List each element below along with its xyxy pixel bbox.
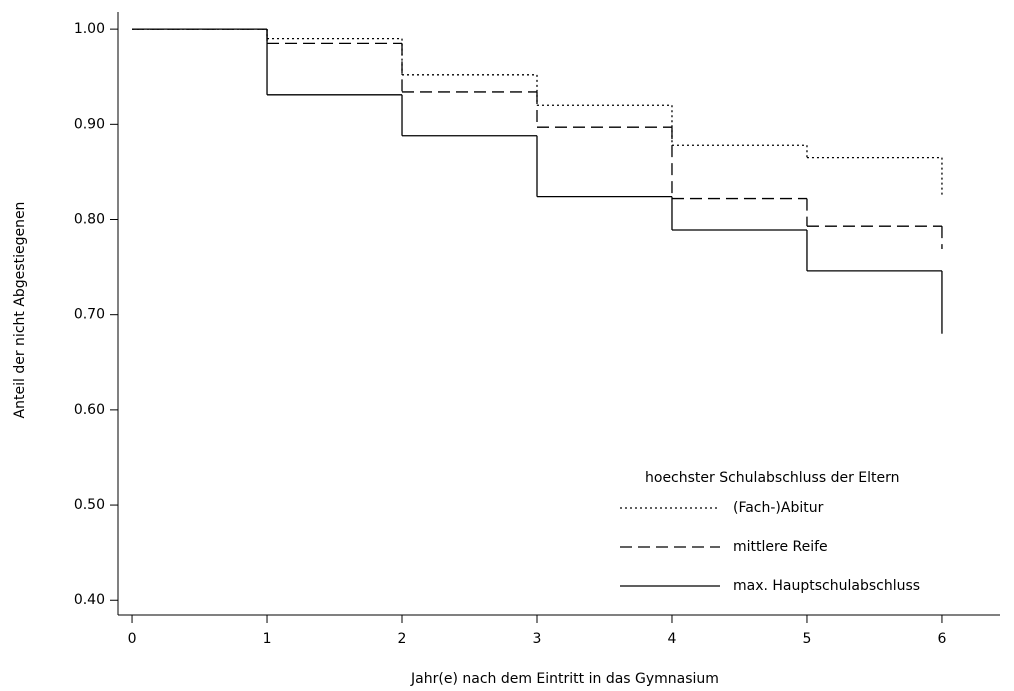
y-tick-label: 0.90	[74, 116, 105, 132]
x-tick-label: 6	[937, 631, 946, 647]
x-tick-label: 4	[668, 631, 677, 647]
legend-label: (Fach-)Abitur	[733, 500, 824, 516]
y-tick-label: 1.00	[74, 21, 105, 37]
y-tick-label: 0.80	[74, 212, 105, 228]
x-tick-label: 3	[533, 631, 542, 647]
y-axis-title: Anteil der nicht Abgestiegenen	[12, 202, 28, 419]
y-tick-label: 0.60	[74, 402, 105, 418]
legend-title: hoechster Schulabschluss der Eltern	[645, 470, 900, 486]
legend-label: max. Hauptschulabschluss	[733, 578, 920, 594]
x-tick-label: 1	[263, 631, 272, 647]
x-tick-label: 5	[803, 631, 812, 647]
x-tick-label: 2	[398, 631, 407, 647]
y-tick-label: 0.40	[74, 592, 105, 608]
legend-label: mittlere Reife	[733, 539, 828, 555]
x-tick-label: 0	[128, 631, 137, 647]
y-tick-label: 0.70	[74, 307, 105, 323]
y-tick-label: 0.50	[74, 497, 105, 513]
x-axis-title: Jahr(e) nach dem Eintritt in das Gymnasi…	[410, 671, 719, 687]
